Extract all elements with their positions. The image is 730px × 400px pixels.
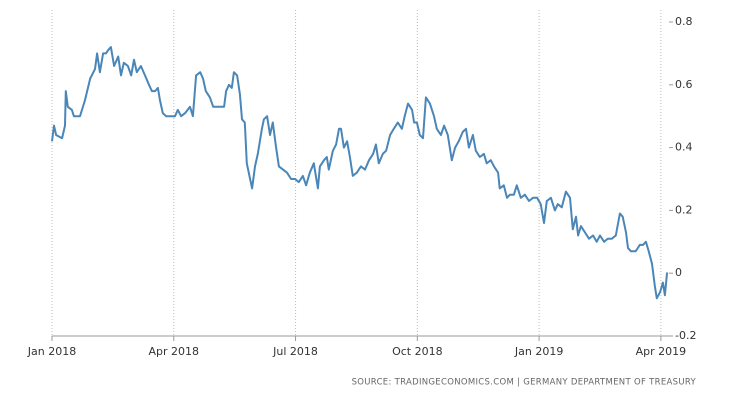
y-tick-label: 0.4: [675, 141, 693, 154]
x-tick-label: Oct 2018: [392, 345, 443, 358]
y-tick-label: 0: [675, 266, 682, 279]
x-tick-label: Apr 2019: [636, 345, 687, 358]
x-tick-label: Jan 2019: [514, 345, 563, 358]
x-tick-label: Jan 2018: [27, 345, 76, 358]
x-tick-label: Apr 2018: [149, 345, 200, 358]
line-series: [51, 46, 668, 300]
y-tick-label: 0.6: [675, 78, 693, 91]
y-tick-label: -0.2: [675, 329, 696, 342]
y-tick-label: 0.2: [675, 203, 693, 216]
source-note: SOURCE: TRADINGECONOMICS.COM | GERMANY D…: [352, 378, 697, 388]
y-tick-label: 0.8: [675, 15, 693, 28]
x-tick-label: Jul 2018: [272, 345, 318, 358]
